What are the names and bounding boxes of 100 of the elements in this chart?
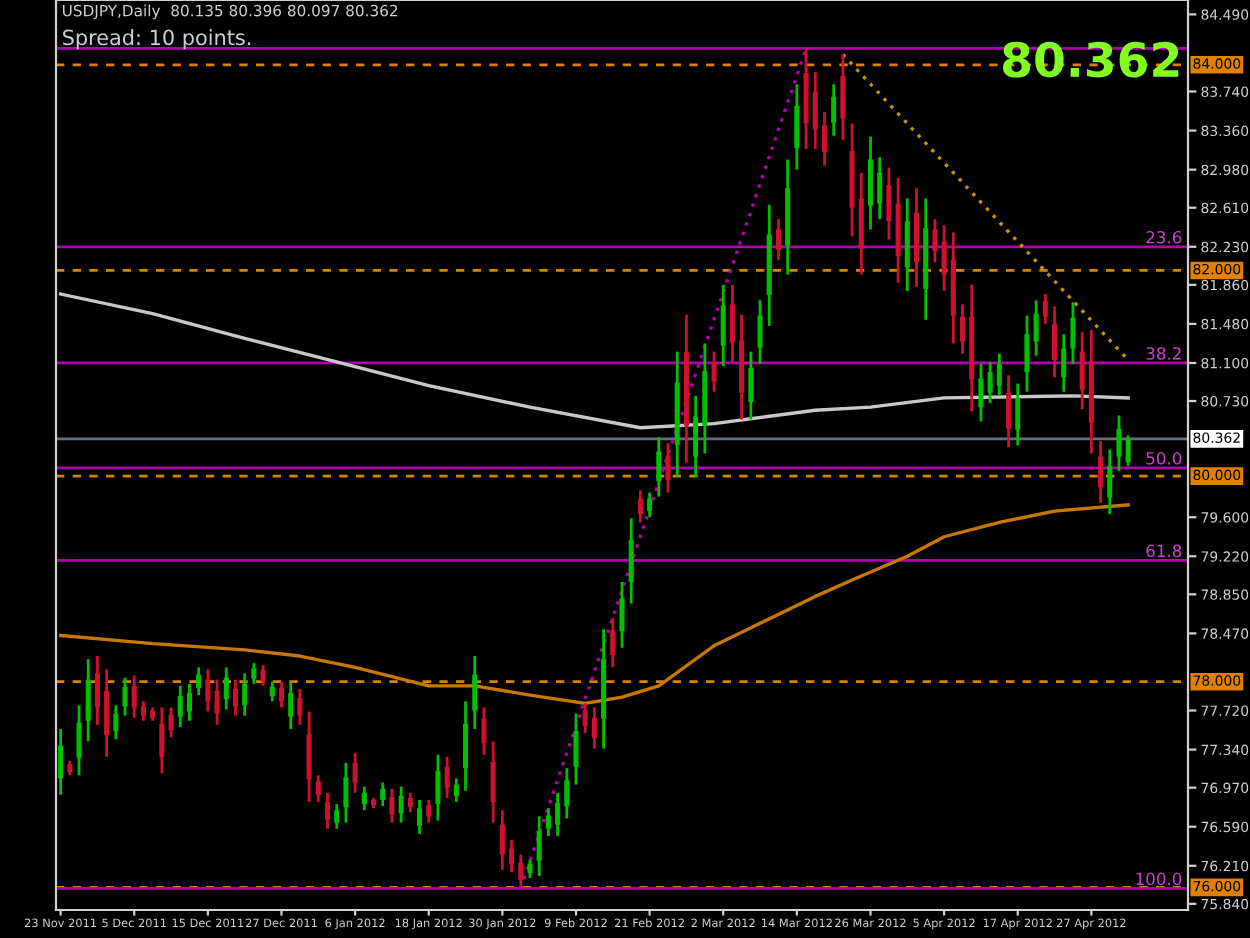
candlestick bbox=[472, 654, 478, 731]
candlestick bbox=[324, 791, 331, 831]
candlestick bbox=[582, 701, 588, 735]
candlestick bbox=[389, 787, 395, 824]
candlestick bbox=[536, 815, 542, 878]
candlestick bbox=[361, 785, 367, 812]
candlestick bbox=[214, 678, 220, 727]
annotation: 38.2 bbox=[1146, 347, 1181, 360]
candlestick bbox=[509, 838, 515, 874]
candlestick bbox=[131, 674, 137, 720]
candlestick bbox=[168, 706, 174, 739]
candlestick bbox=[278, 680, 285, 709]
annotation: 23.6 bbox=[1146, 230, 1182, 244]
candlestick bbox=[58, 727, 64, 797]
candlestick bbox=[426, 798, 432, 824]
candlestick bbox=[1079, 330, 1085, 411]
candlestick bbox=[1006, 373, 1012, 449]
candlestick bbox=[647, 491, 653, 519]
candlestick bbox=[288, 680, 294, 731]
candlestick bbox=[306, 710, 312, 804]
candlestick bbox=[297, 687, 303, 727]
candlestick bbox=[886, 166, 892, 241]
candlestick bbox=[831, 82, 837, 138]
candlestick bbox=[978, 362, 984, 423]
candlestick bbox=[610, 616, 616, 669]
candlestick bbox=[407, 791, 413, 814]
candlestick bbox=[1098, 439, 1104, 505]
candlestick bbox=[545, 806, 551, 838]
candlestick bbox=[94, 654, 100, 727]
candlestick bbox=[711, 350, 717, 394]
candlestick bbox=[1015, 382, 1021, 447]
candlestick bbox=[417, 798, 423, 836]
candlestick bbox=[196, 665, 202, 697]
candlestick bbox=[996, 352, 1002, 398]
candlestick bbox=[1052, 305, 1058, 379]
candlestick bbox=[85, 657, 91, 743]
candlestick bbox=[269, 680, 275, 703]
candlestick bbox=[104, 668, 110, 759]
candlestick bbox=[757, 298, 763, 366]
candlestick bbox=[343, 761, 349, 824]
candlestick bbox=[140, 699, 146, 723]
candlestick bbox=[867, 135, 874, 231]
candlestick bbox=[628, 516, 634, 605]
candlestick bbox=[499, 808, 505, 872]
candlestick bbox=[637, 489, 643, 524]
candlestick bbox=[1061, 332, 1067, 394]
candlestick bbox=[932, 217, 938, 264]
candlestick bbox=[186, 682, 192, 723]
candlestick bbox=[775, 217, 781, 262]
candlestick bbox=[555, 791, 561, 838]
candlestick bbox=[481, 706, 487, 757]
candlestick bbox=[573, 712, 579, 786]
candlestick bbox=[398, 785, 404, 824]
candlestick bbox=[1042, 292, 1048, 326]
candlestick bbox=[527, 858, 533, 880]
candlestick bbox=[941, 223, 947, 293]
candlestick bbox=[840, 53, 846, 142]
candlestick bbox=[444, 755, 450, 800]
candlestick bbox=[1070, 300, 1076, 366]
candlestick bbox=[205, 668, 211, 713]
candlestick bbox=[242, 672, 248, 718]
candlestick bbox=[1125, 433, 1131, 468]
candlestick bbox=[453, 776, 459, 804]
annotation: 100.0 bbox=[1136, 872, 1182, 886]
candlestick bbox=[720, 283, 726, 368]
candlestick bbox=[693, 394, 699, 479]
candlestick bbox=[959, 302, 966, 356]
candlestick bbox=[821, 110, 827, 167]
candlestick bbox=[113, 703, 119, 741]
candlestick bbox=[232, 678, 238, 718]
candlestick bbox=[463, 699, 469, 793]
candlestick bbox=[76, 703, 82, 777]
candlestick bbox=[1033, 298, 1039, 358]
candlestick bbox=[315, 773, 321, 804]
candlestick bbox=[435, 753, 441, 822]
candlestick bbox=[260, 663, 266, 688]
candlestick bbox=[490, 739, 496, 824]
candlestick bbox=[1024, 314, 1030, 394]
candlestick bbox=[904, 197, 910, 293]
candlestick bbox=[352, 751, 358, 795]
candlestick bbox=[518, 853, 524, 890]
candlestick bbox=[748, 350, 754, 421]
candlestick bbox=[223, 665, 229, 711]
candlestick bbox=[1116, 414, 1122, 473]
candlestick bbox=[380, 781, 386, 808]
text: Spread: 10 points. bbox=[63, 29, 251, 50]
candlestick bbox=[665, 441, 671, 494]
annotation: 61.8 bbox=[1146, 544, 1182, 558]
annotation: 80.362 bbox=[1003, 41, 1179, 78]
candlestick bbox=[251, 661, 257, 686]
candlestick bbox=[159, 706, 165, 775]
candlestick bbox=[729, 283, 735, 364]
candlestick bbox=[794, 82, 800, 172]
candlestick bbox=[591, 706, 597, 750]
candlestick bbox=[334, 802, 340, 831]
candlestick bbox=[177, 684, 183, 729]
candlestick bbox=[656, 435, 662, 499]
candlestick bbox=[987, 360, 993, 405]
candlestick bbox=[877, 155, 883, 221]
candlestick bbox=[1107, 447, 1113, 516]
